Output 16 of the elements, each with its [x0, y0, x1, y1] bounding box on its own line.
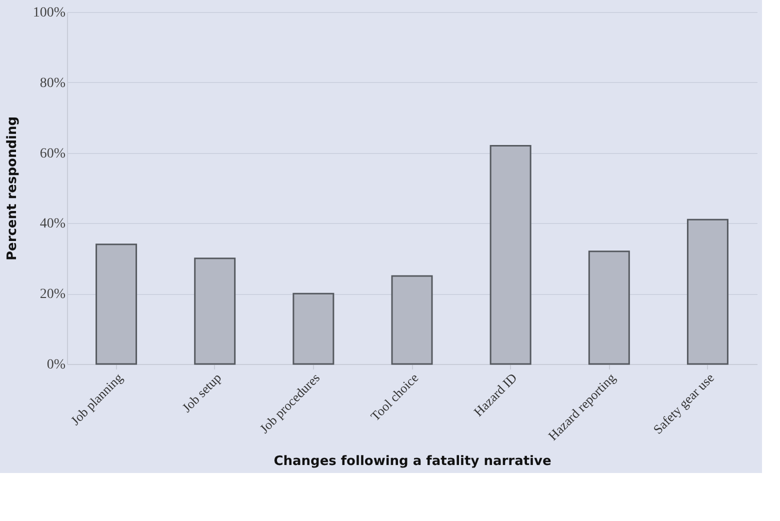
x-axis-title: Changes following a fatality narrative: [274, 454, 552, 470]
bar: [490, 145, 532, 365]
y-tick-label: 60%: [40, 146, 66, 162]
bar: [588, 250, 630, 365]
y-tick-label: 80%: [40, 76, 66, 91]
bar: [391, 275, 433, 365]
bar: [194, 258, 236, 365]
y-axis-title: Percent responding: [4, 116, 20, 261]
bar: [292, 292, 334, 365]
x-tick-label: Job setup: [178, 370, 224, 416]
y-tick-label: 0%: [46, 358, 66, 372]
y-tick-label: 20%: [40, 287, 66, 302]
y-tick-label: 40%: [40, 216, 66, 232]
bar: [686, 218, 728, 365]
y-tick-label: 100%: [32, 6, 66, 20]
bar: [96, 244, 138, 365]
